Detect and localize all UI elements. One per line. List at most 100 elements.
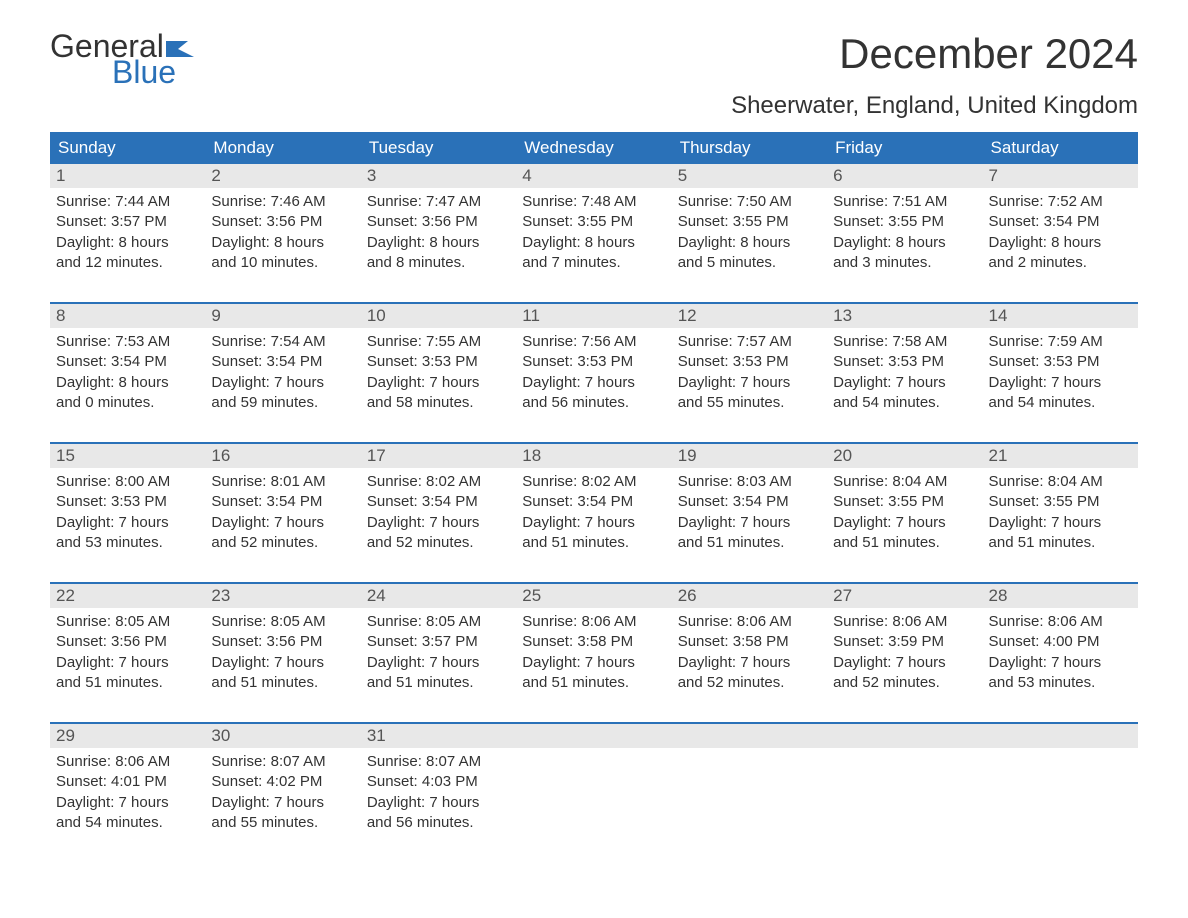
sunset-line: Sunset: 3:56 PM [211,632,354,652]
daylight-hours: 7 hours [274,654,324,671]
daylight-line2: and 10 minutes. [211,253,354,273]
daylight-line1: Daylight: 7 hours [678,373,821,393]
sunset-value: 3:53 PM [577,353,633,370]
daylight-line2: and 52 minutes. [211,533,354,553]
sunrise-line: Sunrise: 8:06 AM [56,752,199,772]
daylight-label: Daylight: [522,654,580,671]
day-body: Sunrise: 7:46 AMSunset: 3:56 PMDaylight:… [205,188,360,277]
sunrise-label: Sunrise: [211,613,266,630]
daylight-line2: and 54 minutes. [989,393,1132,413]
day-header: Sunday [50,132,205,164]
sunset-line: Sunset: 3:57 PM [367,632,510,652]
daylight-line1: Daylight: 7 hours [211,653,354,673]
day-body: Sunrise: 8:04 AMSunset: 3:55 PMDaylight:… [827,468,982,557]
sunset-value: 4:03 PM [422,773,478,790]
day-number: 25 [516,584,671,608]
daylight-line1: Daylight: 8 hours [56,373,199,393]
day-body: Sunrise: 7:58 AMSunset: 3:53 PMDaylight:… [827,328,982,417]
sunset-label: Sunset: [678,633,729,650]
day-number: 26 [672,584,827,608]
day-number: 30 [205,724,360,748]
logo-word2: Blue [112,56,194,88]
sunset-label: Sunset: [56,213,107,230]
sunset-label: Sunset: [211,493,262,510]
daylight-line1: Daylight: 7 hours [367,793,510,813]
sunrise-value: 8:00 AM [115,473,170,490]
daylight-hours: 7 hours [896,374,946,391]
daylight-hours: 7 hours [740,374,790,391]
sunset-value: 3:53 PM [422,353,478,370]
sunset-line: Sunset: 3:54 PM [522,492,665,512]
daylight-hours: 7 hours [896,514,946,531]
sunset-label: Sunset: [522,353,573,370]
daylight-hours: 7 hours [1051,514,1101,531]
day-number: 19 [672,444,827,468]
sunset-value: 3:55 PM [888,493,944,510]
daylight-label: Daylight: [833,514,891,531]
daylight-line2: and 51 minutes. [522,673,665,693]
sunset-line: Sunset: 3:56 PM [56,632,199,652]
daylight-label: Daylight: [56,654,114,671]
day-cell: 23Sunrise: 8:05 AMSunset: 3:56 PMDayligh… [205,584,360,704]
daylight-line1: Daylight: 7 hours [56,653,199,673]
day-cell: 18Sunrise: 8:02 AMSunset: 3:54 PMDayligh… [516,444,671,564]
sunset-line: Sunset: 4:00 PM [989,632,1132,652]
sunset-value: 3:58 PM [733,633,789,650]
sunrise-value: 7:56 AM [581,333,636,350]
sunset-line: Sunset: 3:54 PM [56,352,199,372]
daylight-hours: 7 hours [740,654,790,671]
daylight-label: Daylight: [989,514,1047,531]
calendar: SundayMondayTuesdayWednesdayThursdayFrid… [50,132,1138,844]
day-number: 6 [827,164,982,188]
daylight-line2: and 7 minutes. [522,253,665,273]
sunset-line: Sunset: 3:53 PM [56,492,199,512]
sunrise-label: Sunrise: [989,193,1044,210]
sunrise-value: 8:05 AM [426,613,481,630]
day-body: Sunrise: 7:51 AMSunset: 3:55 PMDaylight:… [827,188,982,277]
sunset-line: Sunset: 3:54 PM [211,492,354,512]
daylight-hours: 8 hours [896,234,946,251]
sunrise-label: Sunrise: [989,613,1044,630]
month-title: December 2024 [731,30,1138,78]
sunset-value: 3:54 PM [1044,213,1100,230]
sunrise-label: Sunrise: [211,193,266,210]
day-cell [672,724,827,844]
day-body: Sunrise: 8:05 AMSunset: 3:56 PMDaylight:… [205,608,360,697]
day-cell: 22Sunrise: 8:05 AMSunset: 3:56 PMDayligh… [50,584,205,704]
day-header: Monday [205,132,360,164]
day-body: Sunrise: 7:44 AMSunset: 3:57 PMDaylight:… [50,188,205,277]
sunset-value: 3:56 PM [266,633,322,650]
sunset-line: Sunset: 4:02 PM [211,772,354,792]
sunset-value: 4:00 PM [1044,633,1100,650]
sunrise-line: Sunrise: 8:05 AM [211,612,354,632]
day-cell [516,724,671,844]
day-number: 20 [827,444,982,468]
sunrise-label: Sunrise: [833,473,888,490]
day-cell: 7Sunrise: 7:52 AMSunset: 3:54 PMDaylight… [983,164,1138,284]
daylight-label: Daylight: [989,234,1047,251]
week-row: 8Sunrise: 7:53 AMSunset: 3:54 PMDaylight… [50,302,1138,424]
daylight-label: Daylight: [56,514,114,531]
day-number [827,724,982,748]
sunset-line: Sunset: 3:55 PM [833,212,976,232]
sunrise-line: Sunrise: 8:06 AM [833,612,976,632]
daylight-line2: and 8 minutes. [367,253,510,273]
sunset-value: 4:01 PM [111,773,167,790]
sunrise-label: Sunrise: [211,473,266,490]
sunrise-label: Sunrise: [211,753,266,770]
day-body: Sunrise: 7:57 AMSunset: 3:53 PMDaylight:… [672,328,827,417]
sunset-line: Sunset: 3:58 PM [522,632,665,652]
sunset-value: 3:53 PM [111,493,167,510]
daylight-label: Daylight: [56,234,114,251]
day-cell: 17Sunrise: 8:02 AMSunset: 3:54 PMDayligh… [361,444,516,564]
sunset-line: Sunset: 3:54 PM [367,492,510,512]
sunrise-line: Sunrise: 8:04 AM [833,472,976,492]
daylight-line2: and 51 minutes. [522,533,665,553]
daylight-label: Daylight: [989,654,1047,671]
daylight-line1: Daylight: 8 hours [56,233,199,253]
daylight-line1: Daylight: 7 hours [56,793,199,813]
sunrise-label: Sunrise: [522,193,577,210]
day-cell: 3Sunrise: 7:47 AMSunset: 3:56 PMDaylight… [361,164,516,284]
sunset-label: Sunset: [56,633,107,650]
sunrise-line: Sunrise: 8:05 AM [367,612,510,632]
